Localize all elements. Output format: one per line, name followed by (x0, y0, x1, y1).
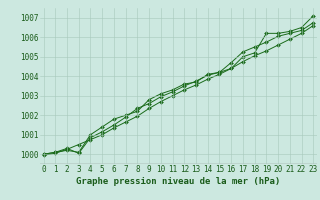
X-axis label: Graphe pression niveau de la mer (hPa): Graphe pression niveau de la mer (hPa) (76, 177, 281, 186)
